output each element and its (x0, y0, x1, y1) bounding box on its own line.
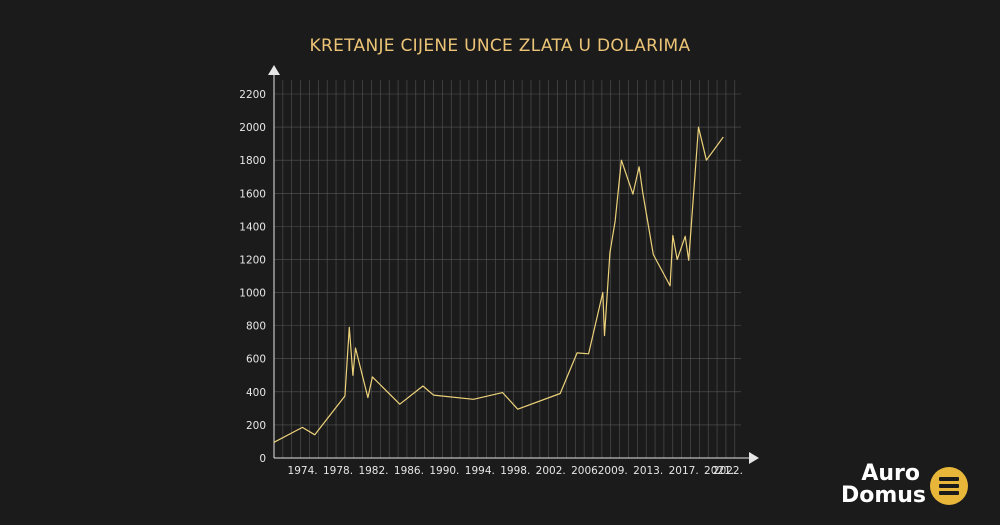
y-tick-label: 600 (246, 354, 266, 366)
y-tick-label: 1800 (239, 155, 266, 167)
y-tick-label: 800 (246, 321, 266, 333)
axes (268, 65, 759, 464)
x-tick-label: 1986. (394, 465, 424, 477)
brand-name-line1: Auro (861, 461, 920, 486)
x-tick-labels: 1974. 1978. 1982. 1986. 1990. 1994. 1998. 2002.… (288, 465, 743, 477)
y-tick-labels: 0 200 400 600 800 1000 1200 1400 1600 1800 2000 220… (239, 89, 266, 465)
y-tick-label: 1400 (239, 221, 266, 233)
x-tick-label: 1978. (323, 465, 353, 477)
x-tick-label: 1994. (465, 465, 495, 477)
x-tick-label: 1982. (358, 465, 388, 477)
series (273, 126, 724, 443)
y-tick-label: 400 (246, 387, 266, 399)
x-tick-label: 1990. (429, 465, 459, 477)
x-tick-label: 1998. (500, 465, 530, 477)
y-axis-arrow (268, 65, 280, 75)
x-tick-label: 1974. (288, 465, 318, 477)
brand-name-line2: Domus (840, 483, 926, 508)
series-line (273, 126, 724, 443)
y-tick-label: 200 (246, 420, 266, 432)
grid (274, 80, 741, 458)
x-tick-label: 2021. (704, 465, 734, 477)
y-tick-label: 2200 (239, 89, 266, 101)
x-axis-arrow (749, 452, 759, 464)
y-tick-label: 2000 (239, 122, 266, 134)
coin-stack-icon (930, 467, 968, 505)
y-tick-label: 1000 (239, 288, 266, 300)
x-tick-label: 2006. (571, 465, 601, 477)
x-tick-label: 2009. (598, 465, 628, 477)
x-tick-label: 2017. (669, 465, 699, 477)
y-tick-label: 1200 (239, 254, 266, 266)
y-tick-label: 0 (259, 453, 266, 465)
x-tick-label: 2002. (536, 465, 566, 477)
x-tick-label: 2022. (713, 465, 743, 477)
x-tick-label: 2013. (633, 465, 663, 477)
chart-title: KRETANJE CIJENE UNCE ZLATA U DOLARIMA (309, 36, 691, 56)
y-tick-label: 1600 (239, 188, 266, 200)
brand-logo: Auro Domus (832, 461, 982, 511)
